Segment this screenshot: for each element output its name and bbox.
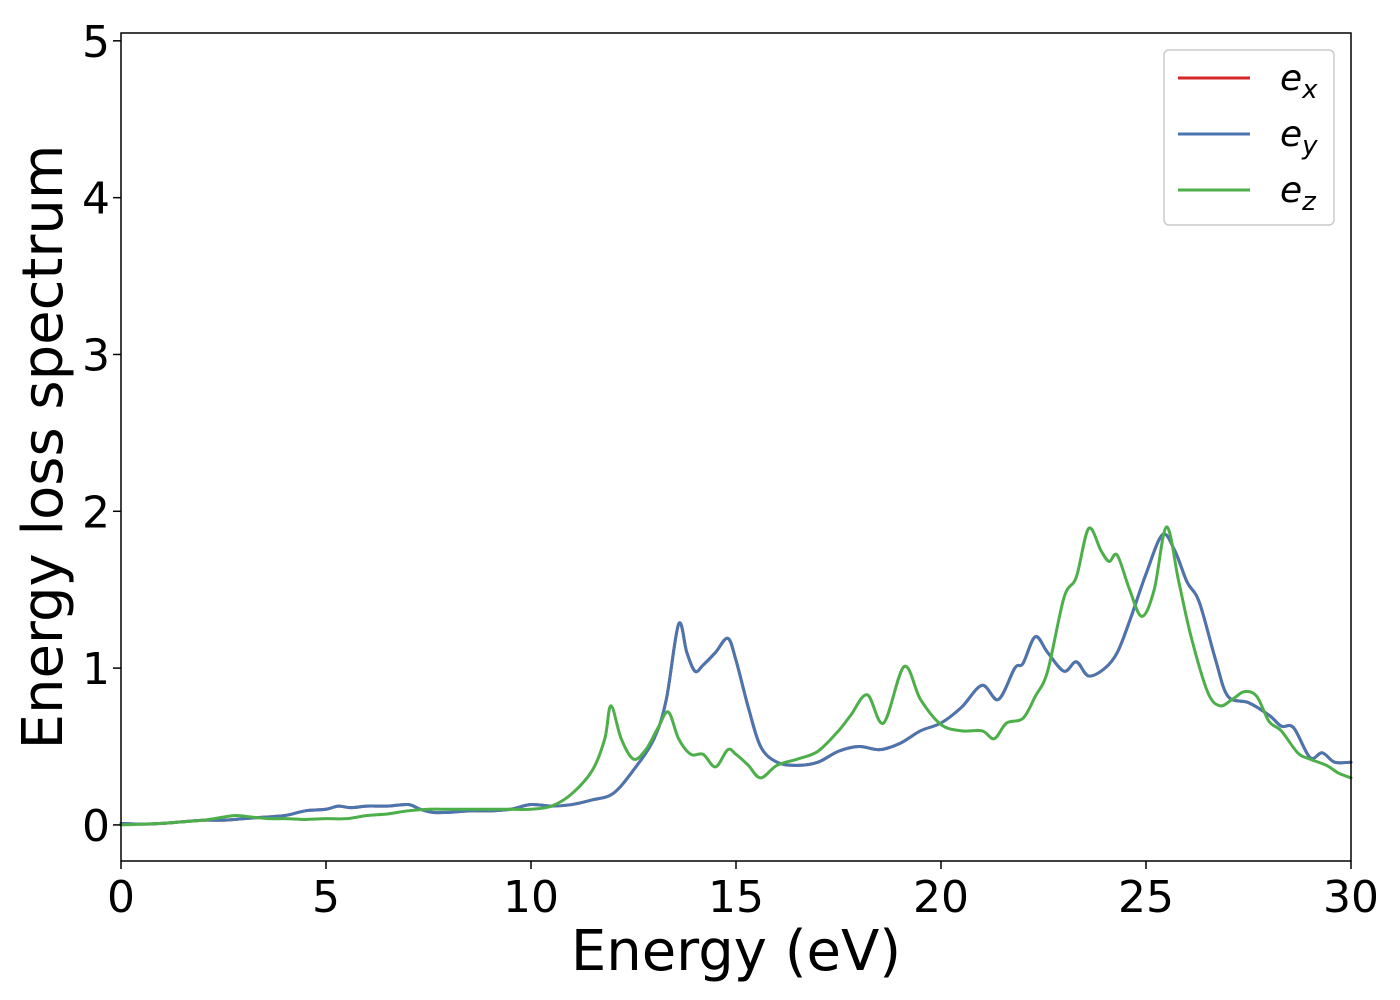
y-axis: 0 1 2 3 4 5 <box>82 17 121 852</box>
y-axis-label: Energy loss spectrum <box>11 145 76 750</box>
y-tick-label: 2 <box>82 487 110 538</box>
legend-label-z: ez <box>1280 170 1317 217</box>
legend-label-x: ex <box>1280 58 1318 105</box>
y-tick-label: 0 <box>82 801 110 852</box>
legend-entries: ex ey ez <box>1178 58 1318 217</box>
series-lines <box>119 525 1353 827</box>
x-axis-label: Energy (eV) <box>571 919 901 984</box>
x-tick-label: 30 <box>1323 872 1379 923</box>
x-tick-label: 0 <box>107 872 135 923</box>
legend: ex ey ez <box>1163 49 1335 226</box>
series-line-e-z <box>119 525 1353 827</box>
x-tick-label: 5 <box>312 872 340 923</box>
y-tick-label: 1 <box>82 644 110 695</box>
x-tick-label: 20 <box>913 872 969 923</box>
series-line-e-y <box>119 532 1353 826</box>
x-tick-label: 10 <box>503 872 559 923</box>
legend-box <box>1163 49 1335 226</box>
x-tick-label: 15 <box>708 872 764 923</box>
x-tick-label: 25 <box>1118 872 1174 923</box>
y-tick-label: 3 <box>82 330 110 381</box>
y-tick-label: 4 <box>82 174 110 225</box>
y-tick-label: 5 <box>82 17 110 68</box>
x-axis: 0 5 10 15 20 25 30 <box>107 861 1379 923</box>
legend-label-y: ey <box>1280 114 1318 161</box>
series-line-e-x <box>119 532 1353 826</box>
